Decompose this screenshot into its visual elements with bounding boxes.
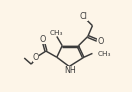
Text: O: O (33, 53, 39, 62)
Text: CH₃: CH₃ (98, 51, 111, 57)
Text: CH₃: CH₃ (49, 30, 63, 36)
Text: O: O (97, 37, 103, 46)
Text: NH: NH (64, 66, 76, 75)
Text: O: O (40, 35, 46, 44)
Text: Cl: Cl (80, 12, 88, 21)
